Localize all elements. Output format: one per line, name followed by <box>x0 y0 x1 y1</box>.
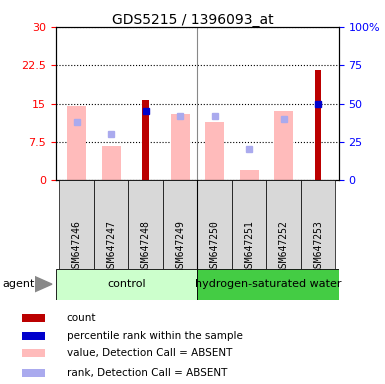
Text: GSM647249: GSM647249 <box>175 220 185 273</box>
Bar <box>198 269 339 300</box>
Bar <box>22 332 45 340</box>
Polygon shape <box>35 276 52 292</box>
Bar <box>198 180 232 269</box>
Text: GSM647246: GSM647246 <box>72 220 82 273</box>
Bar <box>232 180 266 269</box>
Text: GSM647251: GSM647251 <box>244 220 254 273</box>
Text: GDS5215 / 1396093_at: GDS5215 / 1396093_at <box>112 13 273 27</box>
Bar <box>128 180 163 269</box>
Text: control: control <box>107 279 146 289</box>
Bar <box>94 180 128 269</box>
Bar <box>301 180 335 269</box>
Text: GSM647253: GSM647253 <box>313 220 323 273</box>
Bar <box>22 369 45 377</box>
Bar <box>239 170 259 180</box>
Text: agent: agent <box>2 279 34 289</box>
Text: hydrogen-saturated water: hydrogen-saturated water <box>195 279 341 289</box>
Text: GSM647250: GSM647250 <box>209 220 219 273</box>
Bar <box>22 349 45 358</box>
Bar <box>315 70 321 180</box>
Text: GSM647247: GSM647247 <box>106 220 116 273</box>
Bar <box>22 314 45 322</box>
Bar <box>266 180 301 269</box>
Bar <box>163 180 197 269</box>
Bar <box>67 106 86 180</box>
Bar <box>171 114 189 180</box>
Bar <box>56 269 197 300</box>
Text: count: count <box>67 313 96 323</box>
Text: GSM647252: GSM647252 <box>279 220 289 273</box>
Bar <box>102 146 121 180</box>
Bar <box>274 111 293 180</box>
Text: percentile rank within the sample: percentile rank within the sample <box>67 331 243 341</box>
Bar <box>142 99 149 180</box>
Text: value, Detection Call = ABSENT: value, Detection Call = ABSENT <box>67 348 232 358</box>
Text: rank, Detection Call = ABSENT: rank, Detection Call = ABSENT <box>67 368 227 378</box>
Text: GSM647248: GSM647248 <box>141 220 151 273</box>
Bar <box>205 122 224 180</box>
Bar <box>59 180 94 269</box>
